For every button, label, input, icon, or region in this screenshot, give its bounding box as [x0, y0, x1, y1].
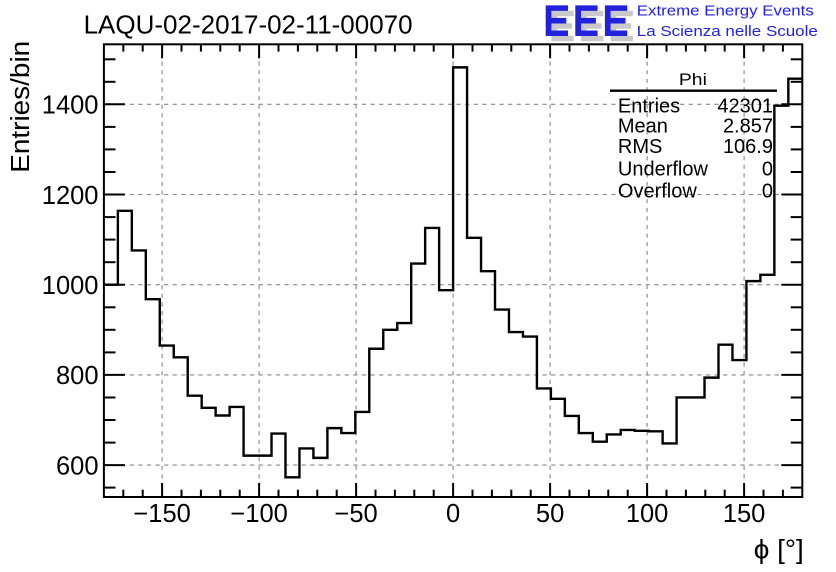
svg-text:1400: 1400	[42, 92, 99, 120]
svg-text:Phi: Phi	[679, 71, 707, 89]
svg-text:42301: 42301	[717, 95, 773, 117]
svg-text:150: 150	[723, 500, 766, 528]
svg-text:1000: 1000	[42, 272, 99, 300]
svg-text:−100: −100	[230, 500, 287, 528]
svg-text:106.9: 106.9	[723, 136, 773, 158]
svg-text:La Scienza nelle Scuole: La Scienza nelle Scuole	[637, 24, 818, 40]
svg-text:Underflow: Underflow	[618, 158, 709, 180]
svg-text:Extreme Energy Events: Extreme Energy Events	[637, 4, 814, 20]
svg-text:50: 50	[536, 500, 564, 528]
svg-text:−50: −50	[334, 500, 377, 528]
svg-text:RMS: RMS	[618, 136, 662, 158]
svg-text:0: 0	[762, 181, 773, 203]
svg-text:600: 600	[56, 452, 99, 480]
svg-text:−150: −150	[133, 500, 190, 528]
svg-text:0: 0	[446, 500, 460, 528]
svg-text:2.857: 2.857	[723, 115, 773, 137]
svg-text:Entries/bin: Entries/bin	[7, 41, 35, 173]
svg-text:800: 800	[56, 362, 99, 390]
svg-text:Overflow: Overflow	[618, 181, 697, 203]
svg-text:ϕ [°]: ϕ [°]	[754, 535, 804, 565]
svg-text:Mean: Mean	[618, 115, 668, 137]
svg-text:Entries: Entries	[618, 95, 680, 117]
svg-text:1200: 1200	[42, 182, 99, 210]
svg-text:0: 0	[762, 158, 773, 180]
svg-text:LAQU-02-2017-02-11-00070: LAQU-02-2017-02-11-00070	[84, 12, 413, 40]
svg-text:100: 100	[626, 500, 669, 528]
